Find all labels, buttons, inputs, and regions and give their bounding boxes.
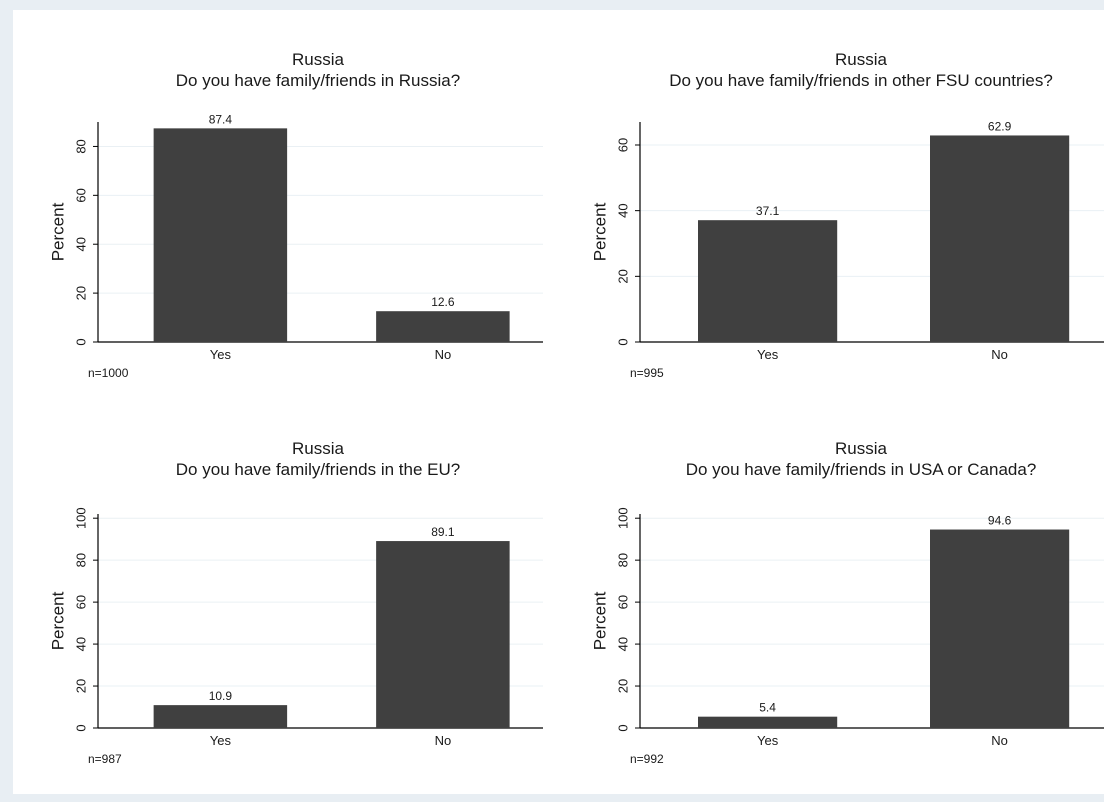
y-tick-label: 20 [74, 286, 89, 300]
y-tick-label: 100 [74, 507, 89, 529]
bar-chart-panel-2: Russia Do you have family/friends in othe… [591, 50, 1104, 380]
chart-subtitle: Do you have family/friends in the EU? [176, 460, 460, 479]
bar-chart-panel-4: Russia Do you have family/friends in USA … [591, 439, 1104, 766]
y-tick-label: 20 [74, 679, 89, 693]
sample-size-note: n=992 [630, 752, 664, 766]
bar-yes [698, 716, 838, 728]
chart-title: Russia [292, 439, 345, 458]
chart-subtitle: Do you have family/friends in USA or Can… [686, 460, 1037, 479]
bar-no [930, 529, 1070, 728]
bar-no [930, 135, 1070, 342]
y-tick-label: 20 [616, 679, 631, 693]
chart-subtitle: Do you have family/friends in Russia? [176, 71, 460, 90]
bar-no [376, 311, 510, 342]
y-tick-label: 60 [74, 595, 89, 609]
y-axis-label: Percent [49, 202, 68, 261]
y-tick-label: 80 [74, 139, 89, 153]
y-tick-label: 0 [616, 338, 631, 345]
y-tick-label: 40 [74, 637, 89, 651]
x-category-label: Yes [757, 347, 779, 362]
bar-value-label: 5.4 [759, 701, 776, 715]
y-tick-label: 60 [74, 188, 89, 202]
y-tick-label: 100 [616, 507, 631, 529]
x-category-label: Yes [757, 733, 779, 748]
bar-value-label: 10.9 [209, 689, 233, 703]
x-category-label: No [991, 733, 1008, 748]
bar-yes [153, 705, 288, 728]
y-tick-label: 40 [616, 203, 631, 217]
y-axis-label: Percent [591, 202, 610, 261]
bar-chart-panel-3: Russia Do you have family/friends in the … [49, 439, 543, 766]
chart-figure: Russia Do you have family/friends in Russ… [13, 10, 1104, 794]
bar-value-label: 87.4 [209, 112, 233, 126]
chart-title: Russia [835, 50, 888, 69]
x-category-label: No [435, 347, 452, 362]
bar-yes [153, 128, 288, 342]
bar-value-label: 94.6 [988, 514, 1012, 528]
y-tick-label: 80 [74, 553, 89, 567]
bar-value-label: 89.1 [431, 525, 455, 539]
x-category-label: Yes [210, 733, 232, 748]
bar-yes [698, 220, 838, 342]
chart-title: Russia [292, 50, 345, 69]
y-tick-label: 40 [74, 237, 89, 251]
y-axis-label: Percent [591, 591, 610, 650]
y-tick-label: 60 [616, 595, 631, 609]
y-tick-label: 20 [616, 269, 631, 283]
chart-subtitle: Do you have family/friends in other FSU … [669, 71, 1053, 90]
chart-panels: Russia Do you have family/friends in Russ… [13, 10, 1104, 794]
bar-value-label: 37.1 [756, 204, 780, 218]
y-tick-label: 0 [616, 724, 631, 731]
y-tick-label: 80 [616, 553, 631, 567]
sample-size-note: n=1000 [88, 366, 129, 380]
sample-size-note: n=995 [630, 366, 664, 380]
x-category-label: Yes [210, 347, 232, 362]
x-category-label: No [991, 347, 1008, 362]
y-axis-label: Percent [49, 591, 68, 650]
chart-title: Russia [835, 439, 888, 458]
bar-value-label: 62.9 [988, 119, 1012, 133]
bar-value-label: 12.6 [431, 295, 455, 309]
bar-chart-panel-1: Russia Do you have family/friends in Russ… [49, 50, 543, 380]
y-tick-label: 40 [616, 637, 631, 651]
y-tick-label: 0 [74, 338, 89, 345]
bar-no [376, 541, 510, 728]
sample-size-note: n=987 [88, 752, 122, 766]
y-tick-label: 0 [74, 724, 89, 731]
y-tick-label: 60 [616, 138, 631, 152]
x-category-label: No [435, 733, 452, 748]
